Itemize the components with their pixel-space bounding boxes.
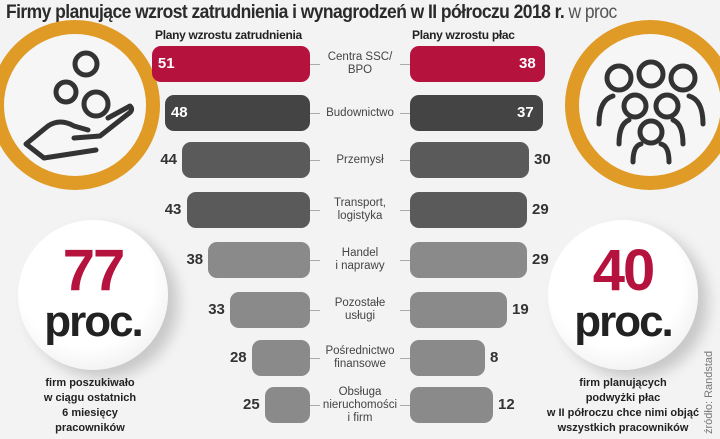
value-wages: 38 xyxy=(519,55,536,72)
value-wages: 29 xyxy=(532,201,549,218)
category-label: Handel i naprawy xyxy=(335,247,385,272)
source-note: źródło: Randstad xyxy=(703,350,715,434)
tick xyxy=(400,405,410,406)
left-stat-bubble: 77 proc. xyxy=(18,220,168,370)
category-label: Pośrednictwo finansowe xyxy=(325,345,395,370)
bar-wages xyxy=(410,340,485,376)
tick xyxy=(310,113,320,114)
right-stat-number: 40 xyxy=(592,238,656,303)
bar-employment xyxy=(208,242,310,278)
bar-wages xyxy=(410,387,493,423)
category-label: Pozostałe usługi xyxy=(334,297,386,322)
bar-employment xyxy=(182,142,310,178)
bar-employment xyxy=(230,292,310,328)
right-stat-unit: proc. xyxy=(574,297,674,346)
category-label: Centra SSC/ BPO xyxy=(327,51,393,76)
people-group-icon xyxy=(565,20,720,190)
tick xyxy=(310,405,320,406)
bar-wages xyxy=(410,95,543,131)
value-wages: 8 xyxy=(490,349,499,366)
value-employment: 33 xyxy=(208,301,225,318)
tick xyxy=(310,358,320,359)
tick xyxy=(400,358,410,359)
category-label: Budownictwo xyxy=(326,106,394,119)
tick xyxy=(310,160,320,161)
chart-title: Firmy planujące wzrost zatrudnienia i wy… xyxy=(6,2,617,24)
value-wages: 30 xyxy=(534,151,551,168)
value-employment: 48 xyxy=(170,104,188,121)
series-header-employment: Plany wzrostu zatrudnienia xyxy=(155,28,302,42)
bar-employment xyxy=(164,95,310,131)
value-employment: 43 xyxy=(164,201,182,218)
bar-wages xyxy=(410,242,527,278)
value-employment: 44 xyxy=(160,151,178,168)
bar-employment xyxy=(265,387,310,423)
value-employment: 38 xyxy=(186,251,204,268)
bar-wages xyxy=(410,46,545,82)
tick xyxy=(310,260,320,261)
value-wages: 29 xyxy=(532,251,549,268)
left-stat-number: 77 xyxy=(62,238,126,303)
tick xyxy=(400,310,410,311)
category-label: Transport, logistyka xyxy=(334,197,386,222)
title-unit: w proc xyxy=(568,2,618,23)
tick xyxy=(400,260,410,261)
bar-employment xyxy=(186,192,310,228)
tick xyxy=(310,210,320,211)
left-stat-note: firm poszukiwało w ciągu ostatnich 6 mie… xyxy=(43,377,137,434)
tick xyxy=(400,160,410,161)
right-stat-bubble: 40 proc. xyxy=(548,220,698,370)
category-label: Przemysł xyxy=(336,153,384,166)
value-wages: 12 xyxy=(498,396,515,413)
tick xyxy=(400,210,410,211)
right-stat-note: firm planujących podwyżki płac w II półr… xyxy=(546,377,700,434)
bar-wages xyxy=(410,142,529,178)
value-employment: 28 xyxy=(229,349,247,366)
tick xyxy=(310,64,320,65)
value-wages: 37 xyxy=(517,104,534,121)
bar-wages xyxy=(410,192,527,228)
tick xyxy=(310,310,320,311)
bar-wages xyxy=(410,292,507,328)
tick xyxy=(400,64,410,65)
bar-employment xyxy=(251,340,310,376)
value-employment: 25 xyxy=(243,396,260,413)
left-stat-unit: proc. xyxy=(44,297,144,346)
series-header-wages: Plany wzrostu płac xyxy=(412,28,515,42)
value-employment: 51 xyxy=(157,55,175,72)
value-wages: 19 xyxy=(512,301,529,318)
bar-employment xyxy=(151,46,310,82)
title-text: Firmy planujące wzrost zatrudnienia i wy… xyxy=(6,2,565,23)
tick xyxy=(400,113,410,114)
category-label: Obsługa nieruchomości i firm xyxy=(322,385,398,424)
hand-coins-icon xyxy=(0,20,160,190)
